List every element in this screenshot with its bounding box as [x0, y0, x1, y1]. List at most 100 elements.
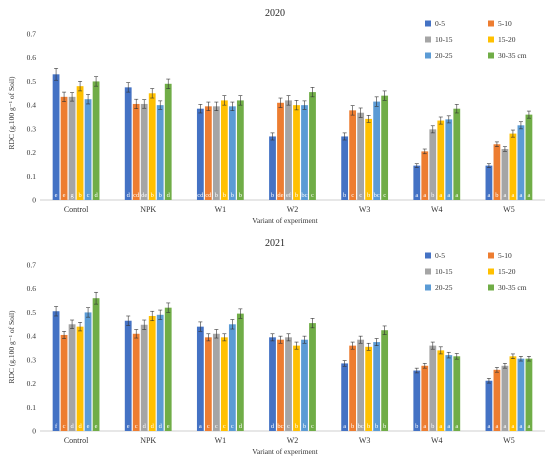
significance-letter: c [351, 192, 354, 199]
significance-letter: b [367, 192, 370, 199]
chart-title: 2020 [265, 8, 285, 19]
x-tick-label: W3 [359, 436, 371, 445]
significance-letter: b [231, 192, 234, 199]
significance-letter: g [70, 192, 74, 199]
bar [204, 106, 212, 200]
significance-letter: a [439, 423, 442, 430]
bar [68, 324, 76, 431]
significance-letter: cd [133, 192, 140, 199]
x-tick-label: NPK [140, 436, 156, 445]
significance-letter: a [503, 423, 506, 430]
bar [277, 102, 284, 200]
x-axis-title: Variant of experiment [252, 447, 318, 456]
legend-swatch [488, 52, 494, 59]
significance-letter: b [431, 423, 434, 430]
y-tick-label: 0.5 [27, 77, 37, 86]
legend-swatch [425, 252, 431, 259]
bar [52, 74, 60, 200]
bar [84, 99, 92, 200]
legend-label: 15-20 [498, 35, 516, 44]
bar [269, 337, 276, 431]
significance-letter: a [343, 423, 346, 430]
legend-label: 5-10 [498, 251, 512, 260]
significance-letter: bc [374, 192, 380, 199]
significance-letter: a [447, 192, 450, 199]
significance-letter: bc [301, 192, 307, 199]
y-tick-label: 0.1 [27, 172, 37, 181]
significance-letter: c [215, 423, 218, 430]
significance-letter: d [239, 423, 243, 430]
bar [236, 100, 244, 200]
bar [132, 103, 140, 200]
significance-letter: a [199, 423, 202, 430]
significance-letter: b [239, 192, 242, 199]
x-tick-label: W4 [431, 436, 443, 445]
y-tick-label: 0.6 [27, 284, 37, 293]
legend-label: 5-10 [498, 19, 512, 28]
bar [92, 298, 100, 431]
bar [349, 345, 357, 431]
bar [309, 323, 316, 431]
bar [437, 120, 445, 200]
bar [212, 333, 220, 431]
bar [277, 339, 284, 431]
bar [156, 105, 164, 200]
significance-letter: a [415, 192, 418, 199]
y-tick-label: 0.2 [27, 148, 37, 157]
legend-swatch [425, 20, 431, 27]
significance-letter: bc [358, 423, 364, 430]
significance-letter: a [423, 192, 426, 199]
legend-swatch [488, 268, 494, 275]
bar [204, 337, 212, 431]
legend-label: 10-15 [435, 35, 453, 44]
significance-letter: a [455, 423, 458, 430]
significance-letter: c [383, 192, 386, 199]
bar [485, 380, 493, 431]
bar [228, 106, 236, 200]
significance-letter: e [63, 192, 66, 199]
y-axis-title: RDC (g.100 g⁻¹ of Soil) [7, 310, 16, 384]
bar [493, 369, 501, 431]
legend-swatch [488, 20, 494, 27]
significance-letter: de [277, 192, 283, 199]
significance-letter: b [367, 423, 370, 430]
significance-letter: b [431, 192, 434, 199]
significance-letter: d [94, 192, 98, 199]
bar [52, 311, 60, 431]
legend-label: 10-15 [435, 267, 453, 276]
significance-letter: b [215, 192, 218, 199]
significance-letter: ef [286, 192, 292, 199]
bar [124, 320, 132, 431]
bar [132, 333, 140, 431]
significance-letter: a [487, 423, 490, 430]
bar [437, 350, 445, 431]
chart-title: 2021 [265, 238, 285, 249]
significance-letter: e [95, 423, 98, 430]
y-tick-label: 0.3 [27, 124, 37, 133]
bar [485, 165, 493, 200]
bar [357, 339, 365, 431]
significance-letter: d [151, 423, 155, 430]
bar [92, 81, 100, 200]
bar [517, 125, 525, 200]
significance-letter: d [271, 423, 275, 430]
significance-letter: a [455, 192, 458, 199]
x-axis-title: Variant of experiment [252, 216, 318, 225]
legend-label: 0-5 [435, 251, 445, 260]
bar [76, 86, 84, 200]
significance-letter: cd [197, 192, 204, 199]
bar [341, 363, 349, 431]
bar [156, 314, 164, 431]
bar [220, 100, 228, 200]
bar [517, 358, 525, 431]
significance-letter: b [295, 423, 298, 430]
bar [236, 313, 244, 431]
significance-letter: f [55, 423, 58, 430]
bar [525, 114, 533, 200]
x-tick-label: W1 [215, 436, 227, 445]
legend-swatch [425, 284, 431, 291]
significance-letter: a [519, 192, 522, 199]
bar [373, 342, 381, 431]
x-tick-label: W5 [503, 436, 515, 445]
significance-letter: a [511, 192, 514, 199]
